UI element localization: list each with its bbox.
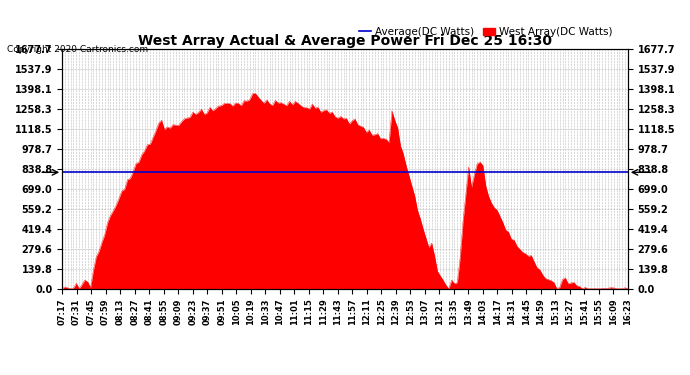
Title: West Array Actual & Average Power Fri Dec 25 16:30: West Array Actual & Average Power Fri De… <box>138 34 552 48</box>
Text: Copyright 2020 Cartronics.com: Copyright 2020 Cartronics.com <box>7 45 148 54</box>
Legend: Average(DC Watts), West Array(DC Watts): Average(DC Watts), West Array(DC Watts) <box>355 23 617 41</box>
